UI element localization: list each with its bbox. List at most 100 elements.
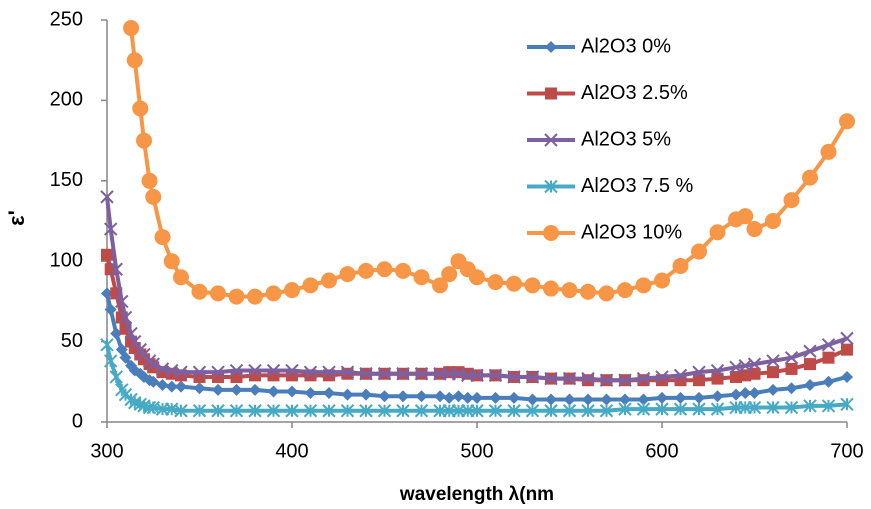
- data-point: [711, 372, 724, 385]
- data-point: [693, 374, 705, 387]
- data-point: [673, 402, 688, 416]
- data-point: [709, 224, 726, 241]
- data-point: [118, 310, 133, 325]
- legend-marker: [545, 87, 557, 100]
- data-point: [323, 387, 335, 400]
- data-point: [210, 285, 226, 302]
- data-point: [821, 399, 836, 413]
- data-point: [141, 172, 158, 189]
- data-point: [746, 221, 763, 238]
- data-point: [821, 338, 836, 352]
- data-point: [692, 402, 706, 416]
- data-point: [284, 282, 300, 299]
- data-point: [618, 373, 632, 387]
- data-point: [654, 272, 670, 289]
- data-point: [100, 338, 114, 352]
- data-point: [525, 370, 540, 384]
- data-point: [785, 362, 798, 375]
- data-point: [767, 383, 779, 396]
- data-point: [488, 404, 503, 418]
- data-point: [737, 208, 754, 225]
- data-point: [229, 363, 244, 378]
- data-point: [617, 282, 633, 299]
- data-point: [820, 143, 837, 160]
- data-point: [507, 370, 521, 384]
- data-point: [376, 261, 393, 278]
- data-point: [822, 351, 835, 364]
- data-point: [267, 385, 280, 398]
- data-point: [360, 388, 372, 401]
- data-point: [396, 367, 410, 381]
- series-line: [129, 27, 849, 299]
- data-point: [377, 404, 392, 418]
- data-point: [136, 132, 152, 149]
- data-point: [101, 287, 113, 300]
- data-point: [748, 387, 761, 400]
- legend-label: Al2O3 5%: [581, 128, 671, 150]
- data-point: [841, 370, 853, 383]
- data-point: [175, 380, 187, 393]
- data-point: [452, 390, 465, 403]
- data-point: [248, 363, 262, 378]
- data-point: [673, 368, 688, 383]
- data-point: [656, 391, 668, 404]
- data-point: [302, 277, 319, 294]
- data-point: [506, 275, 522, 292]
- data-point: [599, 373, 614, 387]
- data-point: [783, 192, 800, 209]
- data-point: [193, 382, 206, 395]
- data-point: [600, 393, 613, 406]
- x-tick-label: 700: [830, 440, 863, 462]
- data-point: [636, 371, 651, 386]
- legend-marker: [544, 133, 558, 147]
- y-tick-label: 200: [50, 89, 83, 111]
- data-point: [340, 365, 355, 379]
- data-point: [822, 375, 835, 388]
- data-point: [487, 274, 504, 291]
- data-point: [192, 365, 207, 379]
- data-point: [747, 400, 762, 415]
- data-point: [415, 390, 428, 403]
- data-point: [359, 404, 373, 418]
- data-point: [618, 402, 632, 416]
- data-point: [619, 393, 631, 406]
- data-point: [247, 288, 263, 305]
- data-point: [636, 402, 651, 416]
- y-tick-label: 150: [50, 169, 83, 191]
- data-point: [341, 388, 354, 401]
- data-point: [730, 370, 742, 383]
- data-point: [339, 266, 356, 283]
- data-point: [461, 391, 474, 404]
- data-point: [265, 285, 282, 302]
- data-point: [507, 404, 521, 418]
- data-point: [378, 390, 391, 403]
- data-point: [191, 283, 208, 300]
- data-point: [470, 404, 484, 418]
- data-point: [710, 402, 725, 416]
- data-point: [103, 222, 118, 236]
- x-tick-label: 600: [645, 440, 678, 462]
- data-point: [230, 383, 243, 396]
- data-point: [841, 343, 853, 356]
- legend-marker: [543, 225, 559, 241]
- data-point: [692, 365, 706, 379]
- data-point: [655, 402, 669, 416]
- data-point: [285, 404, 299, 418]
- data-point: [103, 354, 118, 368]
- data-point: [803, 344, 817, 358]
- data-point: [123, 20, 140, 37]
- data-point: [413, 269, 430, 286]
- data-point: [395, 262, 411, 279]
- data-point: [840, 331, 854, 346]
- data-point: [562, 404, 577, 418]
- data-point: [582, 393, 594, 406]
- data-point: [693, 391, 705, 404]
- data-point: [525, 404, 540, 418]
- data-point: [126, 52, 143, 69]
- data-point: [598, 285, 615, 302]
- data-point: [785, 382, 798, 395]
- data-point: [132, 100, 149, 117]
- legend-label: Al2O3 10%: [581, 221, 682, 243]
- data-point: [414, 404, 429, 418]
- data-point: [228, 288, 245, 305]
